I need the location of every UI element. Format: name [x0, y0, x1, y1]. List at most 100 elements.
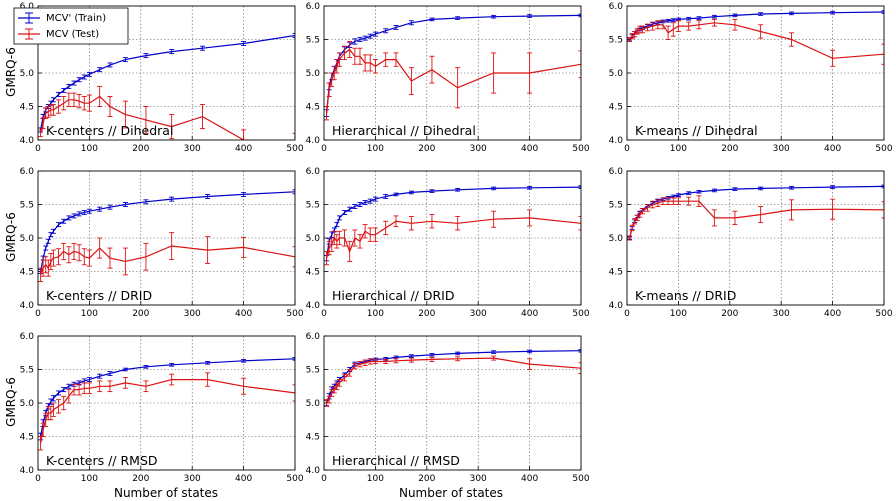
error-bar-test	[61, 395, 67, 411]
x-tick-label: 500	[572, 309, 589, 319]
legend-label-train: MCV' (Train)	[46, 13, 106, 24]
error-bar-train	[66, 83, 72, 89]
y-tick-label: 6.0	[609, 167, 624, 177]
x-tick-label: 200	[418, 309, 435, 319]
error-bar-test	[627, 235, 633, 241]
error-bar-train	[43, 245, 49, 251]
x-tick-label: 500	[875, 144, 892, 154]
panel-6: 0 100 200 300 400 500 4.0 4.5 5.0 5.5 6.0 K-means /…	[609, 167, 893, 319]
error-bar-train	[45, 238, 51, 244]
panel-data	[38, 356, 295, 451]
error-bar-train	[429, 17, 435, 22]
y-tick-label: 5.0	[609, 69, 624, 79]
x-tick-label: 200	[132, 144, 149, 154]
error-bar-test	[205, 372, 211, 387]
panel-data	[38, 33, 295, 140]
error-bar-train	[711, 14, 717, 19]
x-tick-label: 500	[572, 144, 589, 154]
error-bar-train	[76, 77, 82, 83]
y-axis-label-row-1: GMRQ-6	[4, 47, 18, 97]
error-bar-test	[491, 210, 497, 228]
error-bar-test	[61, 95, 67, 111]
error-bar-train	[830, 185, 836, 189]
error-bar-train	[830, 10, 836, 15]
error-bar-test	[107, 95, 113, 118]
error-bar-train	[696, 189, 702, 194]
error-bar-test	[639, 25, 645, 34]
error-bar-train	[408, 354, 414, 358]
y-tick-label: 6.0	[609, 2, 624, 12]
error-bar-test	[292, 246, 295, 268]
y-tick-label: 5.0	[306, 399, 321, 409]
error-bar-test	[43, 412, 49, 427]
y-tick-label: 4.5	[306, 433, 320, 443]
error-bar-test	[634, 214, 640, 222]
error-bar-test	[38, 267, 44, 282]
error-bar-train	[372, 196, 378, 202]
error-bar-train	[205, 361, 211, 365]
error-bar-train	[71, 80, 77, 86]
error-bar-train	[408, 20, 414, 26]
error-bar-test	[86, 382, 92, 395]
x-tick-label: 400	[824, 144, 841, 154]
error-bar-train	[122, 57, 128, 63]
error-bar-train	[357, 202, 363, 207]
error-bar-test	[372, 359, 378, 364]
error-bar-test	[393, 215, 399, 228]
error-bar-test	[367, 54, 373, 72]
error-bar-train	[205, 193, 211, 199]
error-bar-test	[326, 240, 332, 256]
panel-frame	[626, 5, 885, 141]
x-tick-label: 100	[81, 474, 98, 484]
error-bar-train	[578, 348, 581, 353]
error-bar-train	[675, 193, 681, 197]
error-bar-train	[367, 198, 373, 204]
error-bar-test	[347, 369, 353, 377]
error-bar-test	[143, 242, 149, 271]
error-bar-test	[383, 220, 389, 236]
error-bar-train	[199, 45, 205, 51]
error-bar-test	[383, 52, 389, 67]
y-tick-label: 4.0	[609, 136, 624, 146]
error-bar-test	[169, 114, 175, 140]
error-bar-test	[86, 94, 92, 112]
error-bar-test	[675, 197, 681, 205]
error-bar-test	[76, 383, 82, 396]
error-bar-test	[639, 208, 645, 215]
x-tick-label: 300	[470, 144, 487, 154]
error-bar-train	[241, 191, 247, 197]
error-bar-test	[634, 28, 640, 35]
error-bar-test	[324, 106, 330, 121]
y-axis-label-row-3: GMRQ-6	[4, 377, 18, 427]
error-bar-test	[43, 256, 49, 274]
error-bar-test	[40, 117, 46, 130]
error-bar-train	[788, 185, 794, 190]
y-tick-label: 5.0	[20, 69, 35, 79]
error-bar-test	[788, 32, 794, 47]
error-bar-test	[342, 229, 348, 247]
error-bar-test	[367, 358, 373, 365]
error-bar-train	[97, 206, 103, 212]
error-bar-test	[665, 197, 671, 205]
error-bar-test	[48, 252, 54, 270]
x-tick-label: 200	[132, 474, 149, 484]
error-bar-test	[66, 92, 72, 107]
error-bar-test	[357, 361, 363, 368]
x-tick-label: 300	[184, 144, 201, 154]
panels: 01002003004005004.04.55.05.56.0K-centers…	[20, 2, 893, 484]
error-bar-test	[45, 106, 51, 118]
y-tick-label: 5.0	[306, 234, 321, 244]
y-tick-label: 4.0	[20, 301, 35, 311]
error-bar-train	[732, 13, 738, 18]
x-tick-label: 400	[521, 309, 538, 319]
y-tick-label: 5.0	[609, 234, 624, 244]
error-bar-train	[56, 390, 62, 396]
error-bar-test	[696, 195, 702, 207]
error-bar-test	[455, 67, 461, 109]
x-tick-label: 0	[321, 309, 327, 319]
error-bar-test	[331, 65, 337, 81]
error-bar-train	[455, 351, 461, 356]
y-tick-label: 4.5	[306, 268, 320, 278]
error-bar-test	[455, 356, 461, 362]
error-bar-train	[66, 383, 72, 389]
